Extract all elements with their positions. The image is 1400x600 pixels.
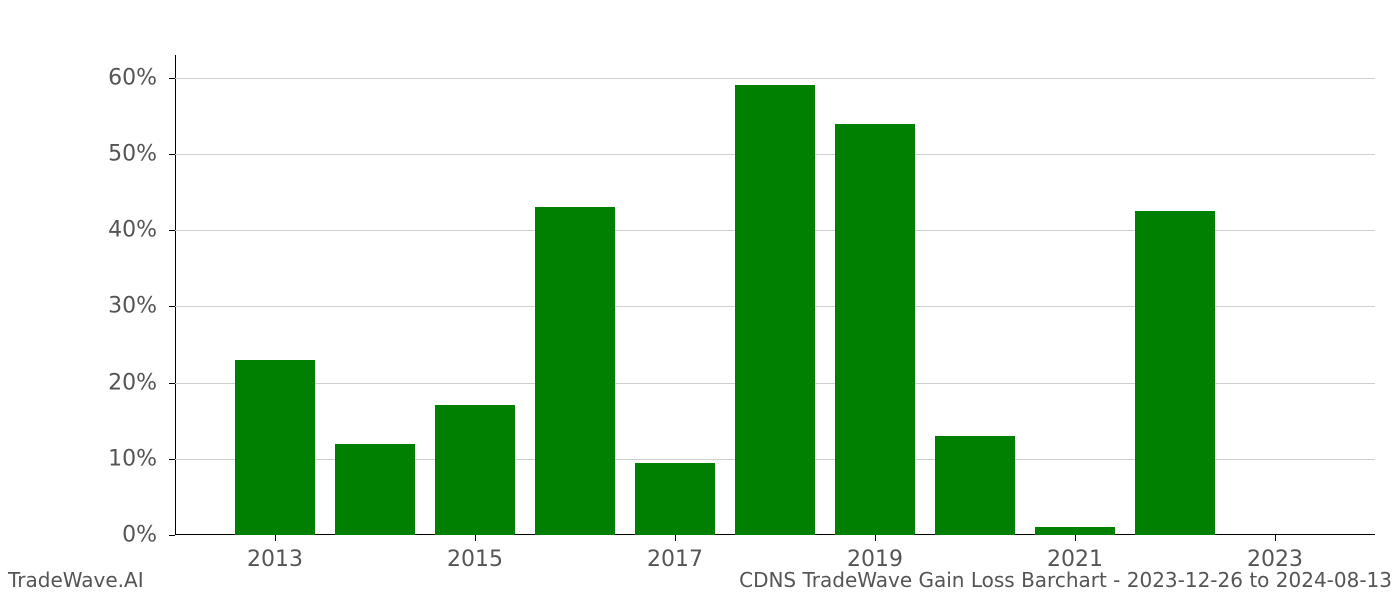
bar: [535, 207, 615, 535]
x-tick-label: 2015: [447, 547, 503, 572]
x-tick-label: 2017: [647, 547, 703, 572]
bar: [1135, 211, 1215, 535]
y-tick-mark: [169, 535, 175, 536]
y-tick-label: 50%: [108, 142, 157, 167]
x-tick-mark: [475, 535, 476, 541]
bar: [1035, 527, 1115, 535]
x-tick-mark: [275, 535, 276, 541]
y-axis-line: [175, 55, 176, 535]
y-tick-label: 20%: [108, 370, 157, 395]
x-tick-mark: [875, 535, 876, 541]
x-tick-mark: [675, 535, 676, 541]
bar: [735, 85, 815, 535]
y-tick-mark: [169, 78, 175, 79]
y-tick-mark: [169, 459, 175, 460]
chart-plot-area: 0%10%20%30%40%50%60% 2013201520172019202…: [175, 55, 1375, 535]
y-tick-mark: [169, 383, 175, 384]
bar: [335, 444, 415, 535]
bar: [935, 436, 1015, 535]
y-tick-mark: [169, 154, 175, 155]
y-tick-label: 60%: [108, 65, 157, 90]
y-tick-label: 30%: [108, 294, 157, 319]
bar: [435, 405, 515, 535]
x-tick-label: 2013: [247, 547, 303, 572]
y-tick-label: 10%: [108, 446, 157, 471]
x-tick-mark: [1075, 535, 1076, 541]
bar: [635, 463, 715, 535]
y-tick-label: 0%: [122, 523, 157, 548]
y-tick-mark: [169, 306, 175, 307]
y-tick-mark: [169, 230, 175, 231]
gridline: [175, 78, 1375, 79]
footer-right-text: CDNS TradeWave Gain Loss Barchart - 2023…: [739, 568, 1392, 592]
footer-left-text: TradeWave.AI: [8, 568, 144, 592]
bar: [235, 360, 315, 535]
bar: [835, 124, 915, 535]
y-tick-label: 40%: [108, 218, 157, 243]
x-tick-mark: [1275, 535, 1276, 541]
